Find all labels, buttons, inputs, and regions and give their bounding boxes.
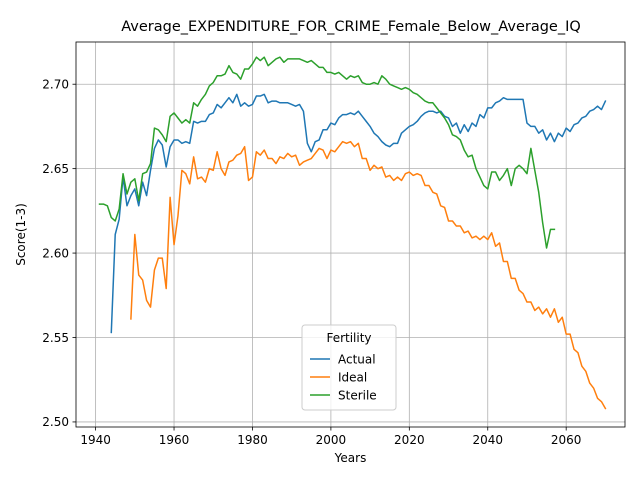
y-tick-label: 2.70: [42, 78, 69, 92]
y-axis-title: Score(1-3): [14, 203, 28, 266]
y-tick-label: 2.60: [42, 246, 69, 260]
x-tick-label: 1960: [159, 433, 190, 447]
legend-entries: Actual Ideal Sterile: [310, 352, 377, 402]
y-tick-label: 2.65: [42, 162, 69, 176]
legend-label-ideal: Ideal: [338, 370, 367, 384]
series-layer: [98, 56, 607, 410]
x-tick-label: 2020: [394, 433, 425, 447]
legend: Fertility Actual Ideal Sterile: [301, 324, 397, 411]
legend-label-sterile: Sterile: [338, 388, 377, 402]
chart-title: Average_EXPENDITURE_FOR_CRIME_Female_Bel…: [121, 19, 581, 35]
x-axis-title: Years: [334, 451, 367, 465]
x-tick-label: 1980: [237, 433, 268, 447]
series-line-actual: [110, 93, 607, 334]
x-tick-label: 2000: [316, 433, 347, 447]
y-tick-label: 2.55: [42, 331, 69, 345]
series-line-ideal: [130, 140, 607, 410]
x-tick-label: 2040: [472, 433, 503, 447]
series-line-sterile: [98, 56, 556, 249]
grid-layer: [76, 42, 625, 427]
legend-label-actual: Actual: [338, 352, 376, 366]
tick-layer: 1940 1960 1980 2000 2020 2040 2060 2.50 2.55 2.60…: [42, 78, 581, 447]
legend-box: [301, 324, 397, 411]
x-tick-label: 1940: [80, 433, 111, 447]
y-tick-label: 2.50: [42, 415, 69, 429]
plot-frame: [75, 41, 626, 428]
legend-title: Fertility: [326, 331, 371, 345]
x-tick-label: 2060: [551, 433, 582, 447]
